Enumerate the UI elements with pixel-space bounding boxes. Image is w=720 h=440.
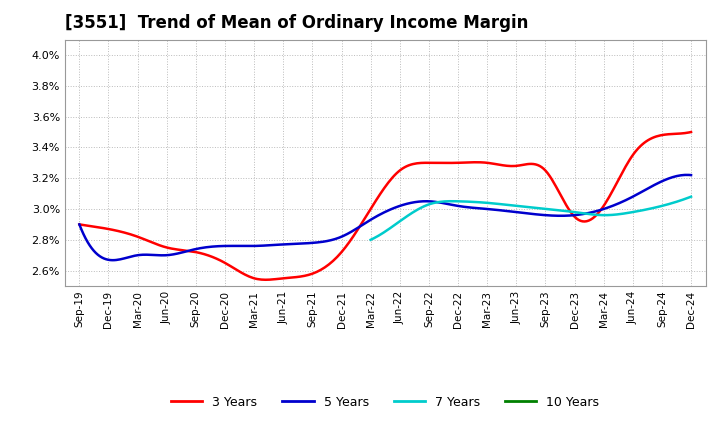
7 Years bbox=[379, 230, 388, 235]
5 Years bbox=[687, 172, 696, 178]
3 Years bbox=[439, 160, 448, 165]
3 Years bbox=[75, 222, 84, 227]
3 Years bbox=[631, 148, 640, 154]
3 Years bbox=[593, 212, 601, 217]
3 Years bbox=[77, 222, 86, 227]
5 Years bbox=[451, 203, 460, 208]
5 Years bbox=[75, 222, 84, 227]
7 Years bbox=[366, 237, 375, 242]
5 Years bbox=[683, 172, 691, 177]
Line: 7 Years: 7 Years bbox=[371, 197, 691, 240]
5 Years bbox=[441, 201, 450, 206]
7 Years bbox=[426, 202, 435, 207]
Text: [3551]  Trend of Mean of Ordinary Income Margin: [3551] Trend of Mean of Ordinary Income … bbox=[65, 15, 528, 33]
5 Years bbox=[439, 201, 448, 206]
7 Years bbox=[687, 194, 696, 199]
5 Years bbox=[108, 257, 117, 263]
3 Years bbox=[687, 129, 696, 135]
Line: 3 Years: 3 Years bbox=[79, 132, 691, 280]
5 Years bbox=[593, 209, 601, 214]
3 Years bbox=[451, 160, 460, 165]
Line: 5 Years: 5 Years bbox=[79, 175, 691, 260]
7 Years bbox=[660, 203, 668, 208]
7 Years bbox=[670, 200, 679, 205]
Legend: 3 Years, 5 Years, 7 Years, 10 Years: 3 Years, 5 Years, 7 Years, 10 Years bbox=[166, 391, 604, 414]
5 Years bbox=[77, 227, 86, 232]
3 Years bbox=[441, 160, 450, 165]
7 Years bbox=[386, 226, 395, 231]
5 Years bbox=[631, 192, 640, 198]
3 Years bbox=[261, 277, 270, 282]
7 Years bbox=[451, 198, 460, 204]
